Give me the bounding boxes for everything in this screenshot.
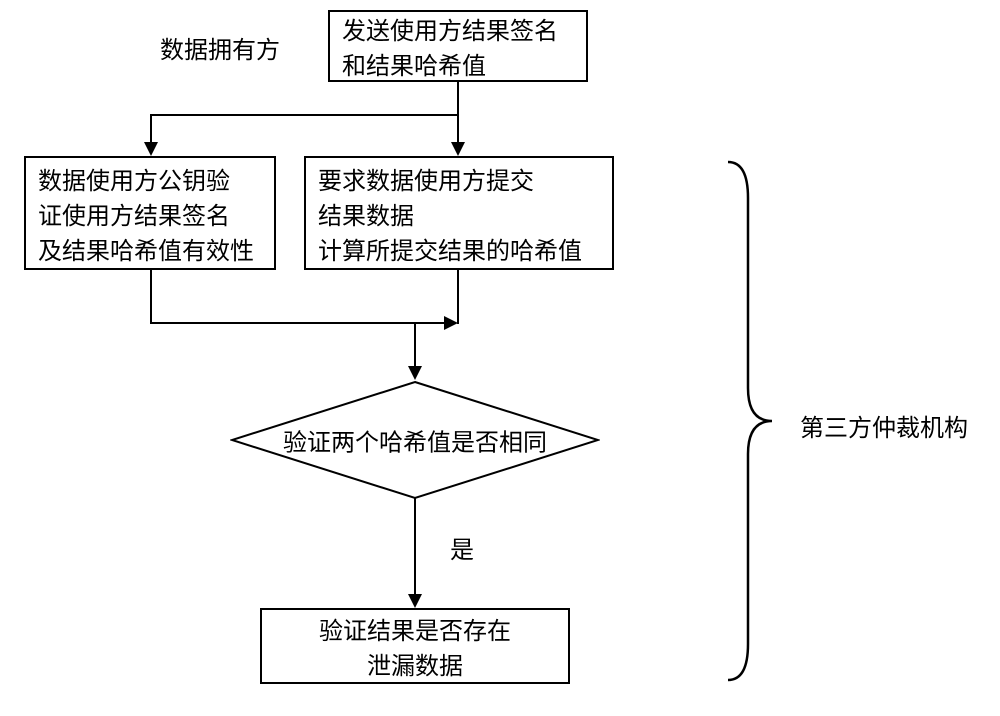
line-left-down bbox=[150, 114, 152, 144]
right-box-line3: 计算所提交结果的哈希值 bbox=[318, 231, 600, 266]
right-box-line1: 要求数据使用方提交 bbox=[318, 161, 600, 196]
line-right-box-down bbox=[457, 270, 459, 324]
bottom-box-line2: 泄漏数据 bbox=[274, 646, 556, 681]
line-merge-to-diamond bbox=[414, 324, 416, 368]
diamond-text: 验证两个哈希值是否相同 bbox=[283, 423, 547, 458]
arrow-merge bbox=[444, 316, 458, 330]
left-box-line3: 及结果哈希值有效性 bbox=[38, 231, 262, 266]
left-box-line1: 数据使用方公钥验 bbox=[38, 161, 262, 196]
left-box: 数据使用方公钥验 证使用方结果签名 及结果哈希值有效性 bbox=[24, 156, 276, 270]
line-left-box-down bbox=[150, 270, 152, 324]
arrow-right-box bbox=[451, 142, 465, 156]
line-left-merge-h bbox=[150, 322, 446, 324]
line-split-h bbox=[150, 114, 459, 116]
right-box-line2: 结果数据 bbox=[318, 196, 600, 231]
line-diamond-down bbox=[414, 498, 416, 596]
arrow-bottom-box bbox=[408, 594, 422, 608]
arrow-diamond bbox=[408, 366, 422, 380]
line-top-down bbox=[457, 82, 459, 116]
decision-diamond: 验证两个哈希值是否相同 bbox=[230, 380, 600, 500]
top-box: 发送使用方结果签名 和结果哈希值 bbox=[328, 10, 588, 82]
third-party-label: 第三方仲裁机构 bbox=[800, 408, 968, 443]
top-box-line2: 和结果哈希值 bbox=[342, 46, 574, 81]
left-box-line2: 证使用方结果签名 bbox=[38, 196, 262, 231]
arrow-left-box bbox=[144, 142, 158, 156]
data-owner-label: 数据拥有方 bbox=[160, 30, 280, 65]
bottom-box: 验证结果是否存在 泄漏数据 bbox=[260, 608, 570, 684]
bottom-box-line1: 验证结果是否存在 bbox=[274, 611, 556, 646]
right-box: 要求数据使用方提交 结果数据 计算所提交结果的哈希值 bbox=[304, 156, 614, 270]
line-right-down bbox=[457, 114, 459, 144]
yes-label: 是 bbox=[450, 530, 474, 565]
curly-brace bbox=[720, 158, 780, 684]
top-box-line1: 发送使用方结果签名 bbox=[342, 11, 574, 46]
